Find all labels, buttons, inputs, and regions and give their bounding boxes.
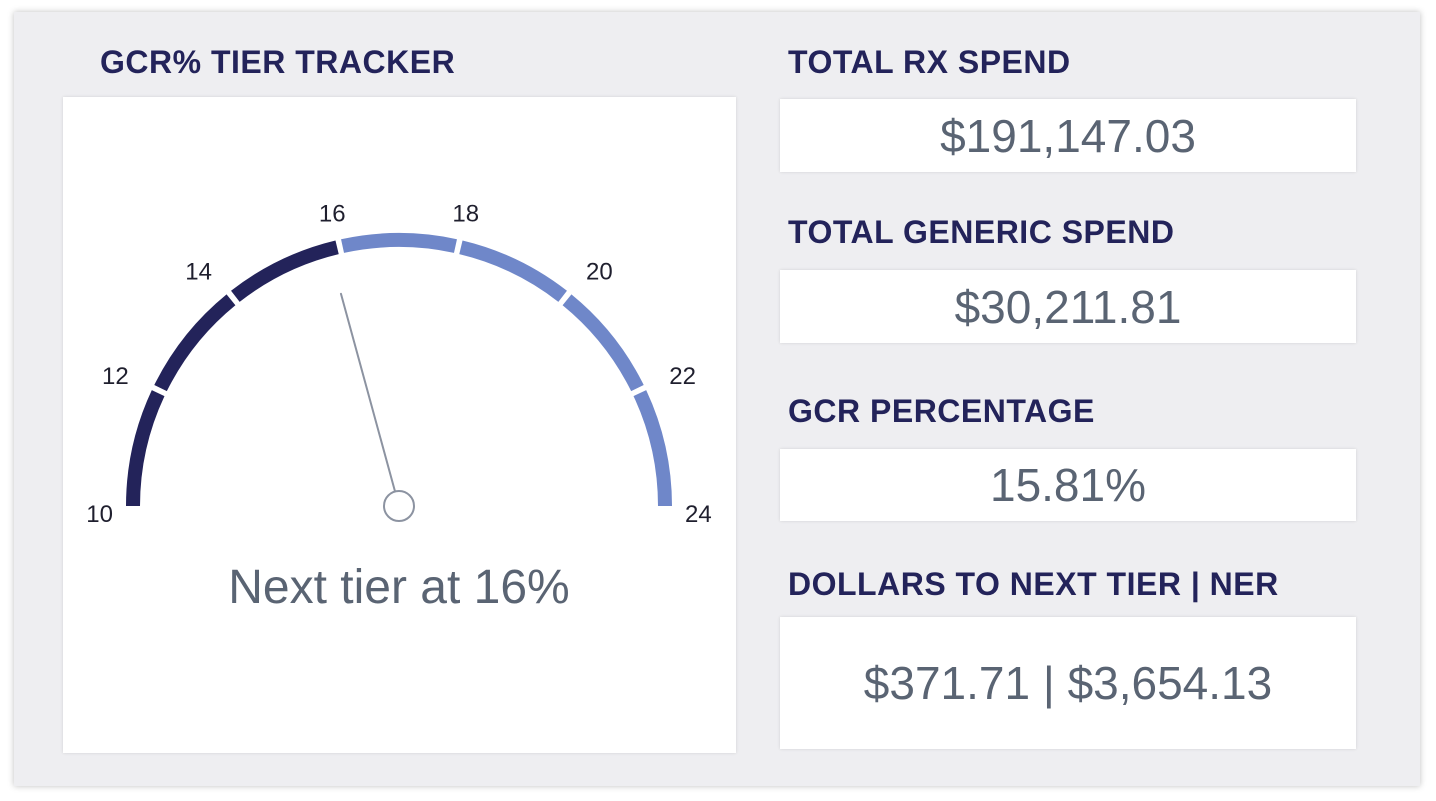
gauge-segment — [154, 294, 236, 392]
gcr-percentage-value: 15.81% — [989, 459, 1146, 511]
gauge-tick-label: 22 — [669, 363, 696, 390]
gauge-segment — [459, 240, 567, 302]
total-generic-spend-value: $30,211.81 — [954, 280, 1182, 333]
gauge-tick-label: 18 — [452, 201, 479, 228]
gauge-tick-label: 14 — [185, 258, 212, 285]
gauge-tick-label: 24 — [685, 501, 712, 528]
total-rx-spend-title: TOTAL RX SPEND — [788, 44, 1071, 80]
total-generic-spend-title: TOTAL GENERIC SPEND — [788, 214, 1175, 250]
total-rx-spend-card: $191,147.03 — [780, 99, 1356, 172]
gauge-card: 10 12 14 16 18 20 22 24 Next tier at 16% — [63, 97, 736, 753]
gauge-arc — [126, 233, 672, 507]
dollars-to-next-tier-title: DOLLARS TO NEXT TIER | NER — [788, 566, 1279, 602]
dollars-to-next-tier-card: $371.71 | $3,654.13 — [780, 617, 1356, 749]
gauge-needle-hub — [383, 490, 415, 522]
gauge-title: GCR% TIER TRACKER — [100, 44, 456, 80]
gauge-segment — [562, 294, 644, 392]
gauge-segment — [633, 390, 672, 507]
gauge-needle — [339, 292, 397, 493]
gcr-percentage-title: GCR PERCENTAGE — [788, 393, 1095, 429]
gauge-tick-label: 12 — [102, 363, 129, 390]
dollars-to-next-tier-value: $371.71 | $3,654.13 — [863, 657, 1273, 709]
gauge-tick-label: 20 — [586, 258, 613, 285]
gauge-tick-label: 16 — [319, 201, 346, 228]
gcr-gauge: 10 12 14 16 18 20 22 24 Next tier at 16% — [86, 201, 711, 614]
gauge-caption: Next tier at 16% — [228, 561, 569, 614]
total-generic-spend-card: $30,211.81 — [780, 270, 1356, 343]
gcr-percentage-card: 15.81% — [780, 449, 1356, 521]
gauge-tick-labels: 10 12 14 16 18 20 22 24 — [86, 201, 711, 528]
gauge-segment — [231, 240, 339, 302]
gauge-tick-label: 10 — [86, 501, 113, 528]
total-rx-spend-value: $191,147.03 — [940, 109, 1196, 162]
gauge-segment — [341, 233, 457, 253]
gauge-segment — [126, 390, 165, 507]
